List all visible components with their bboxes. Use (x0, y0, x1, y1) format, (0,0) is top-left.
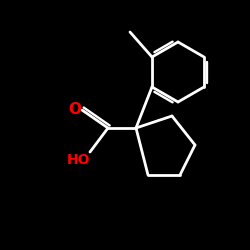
Text: O: O (68, 102, 82, 118)
Text: HO: HO (66, 153, 90, 167)
